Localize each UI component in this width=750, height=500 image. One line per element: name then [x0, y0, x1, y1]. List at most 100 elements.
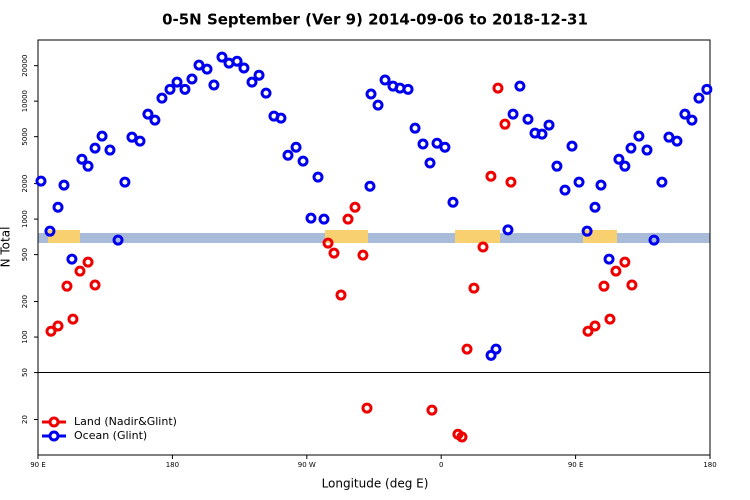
point: [604, 313, 616, 325]
point: [112, 234, 124, 246]
point: [686, 114, 698, 126]
x-tick-label: 90 W: [298, 461, 316, 469]
x-tick-label: 0: [439, 461, 443, 469]
point: [505, 176, 517, 188]
point: [633, 130, 645, 142]
y-tick-label: 200: [21, 295, 29, 308]
y-tick-label: 500: [21, 248, 29, 261]
point: [342, 213, 354, 225]
point: [82, 256, 94, 268]
point: [573, 176, 585, 188]
y-tick-label: 100: [21, 330, 29, 343]
x-tick-label: 90 E: [30, 461, 46, 469]
y-tick-label: 10000: [21, 90, 29, 112]
point: [595, 179, 607, 191]
x-tick-label: 180: [703, 461, 716, 469]
point: [322, 237, 334, 249]
point: [701, 83, 713, 95]
point: [502, 224, 514, 236]
point: [361, 402, 373, 414]
point: [246, 76, 258, 88]
point: [67, 313, 79, 325]
point: [104, 144, 116, 156]
y-axis-label: N Total: [0, 227, 13, 268]
point: [625, 142, 637, 154]
point: [164, 83, 176, 95]
point: [426, 404, 438, 416]
point: [260, 87, 272, 99]
point: [610, 265, 622, 277]
point: [439, 141, 451, 153]
point: [477, 241, 489, 253]
point: [364, 180, 376, 192]
point: [693, 92, 705, 104]
y-tick-label: 5000: [21, 128, 29, 146]
point: [58, 179, 70, 191]
point: [522, 113, 534, 125]
legend-marker: [48, 430, 60, 442]
point: [193, 59, 205, 71]
point: [507, 108, 519, 120]
point: [566, 140, 578, 152]
y-tick-label: 1000: [21, 210, 29, 228]
point: [559, 184, 571, 196]
point: [66, 253, 78, 265]
point: [536, 128, 548, 140]
point: [297, 155, 309, 167]
point: [171, 76, 183, 88]
point: [282, 149, 294, 161]
point: [603, 253, 615, 265]
point: [186, 73, 198, 85]
point: [216, 51, 228, 63]
point: [208, 79, 220, 91]
point: [134, 135, 146, 147]
point: [76, 153, 88, 165]
point: [409, 122, 421, 134]
point: [126, 131, 138, 143]
point: [35, 175, 47, 187]
point: [499, 118, 511, 130]
point: [179, 83, 191, 95]
point: [626, 279, 638, 291]
point: [648, 234, 660, 246]
point: [402, 83, 414, 95]
point: [656, 176, 668, 188]
band-land: [455, 230, 500, 243]
point: [253, 69, 265, 81]
point: [417, 138, 429, 150]
point: [613, 153, 625, 165]
point: [582, 325, 594, 337]
point: [82, 160, 94, 172]
point: [305, 212, 317, 224]
point: [372, 99, 384, 111]
point: [468, 282, 480, 294]
point: [492, 82, 504, 94]
point: [461, 343, 473, 355]
point: [335, 289, 347, 301]
point: [149, 114, 161, 126]
point: [641, 144, 653, 156]
point: [663, 131, 675, 143]
point: [61, 280, 73, 292]
point: [365, 88, 377, 100]
point: [589, 201, 601, 213]
point: [485, 170, 497, 182]
point: [45, 325, 57, 337]
point: [275, 112, 287, 124]
y-tick-label: 50: [21, 368, 29, 377]
plot-frame: [37, 39, 711, 456]
point: [238, 62, 250, 74]
y-tick-label: 20: [21, 415, 29, 424]
point: [290, 141, 302, 153]
point: [424, 157, 436, 169]
point: [598, 280, 610, 292]
point: [96, 130, 108, 142]
legend-marker: [48, 416, 60, 428]
point: [514, 80, 526, 92]
point: [551, 160, 563, 172]
point: [231, 55, 243, 67]
point: [74, 265, 86, 277]
point: [312, 171, 324, 183]
point: [89, 142, 101, 154]
